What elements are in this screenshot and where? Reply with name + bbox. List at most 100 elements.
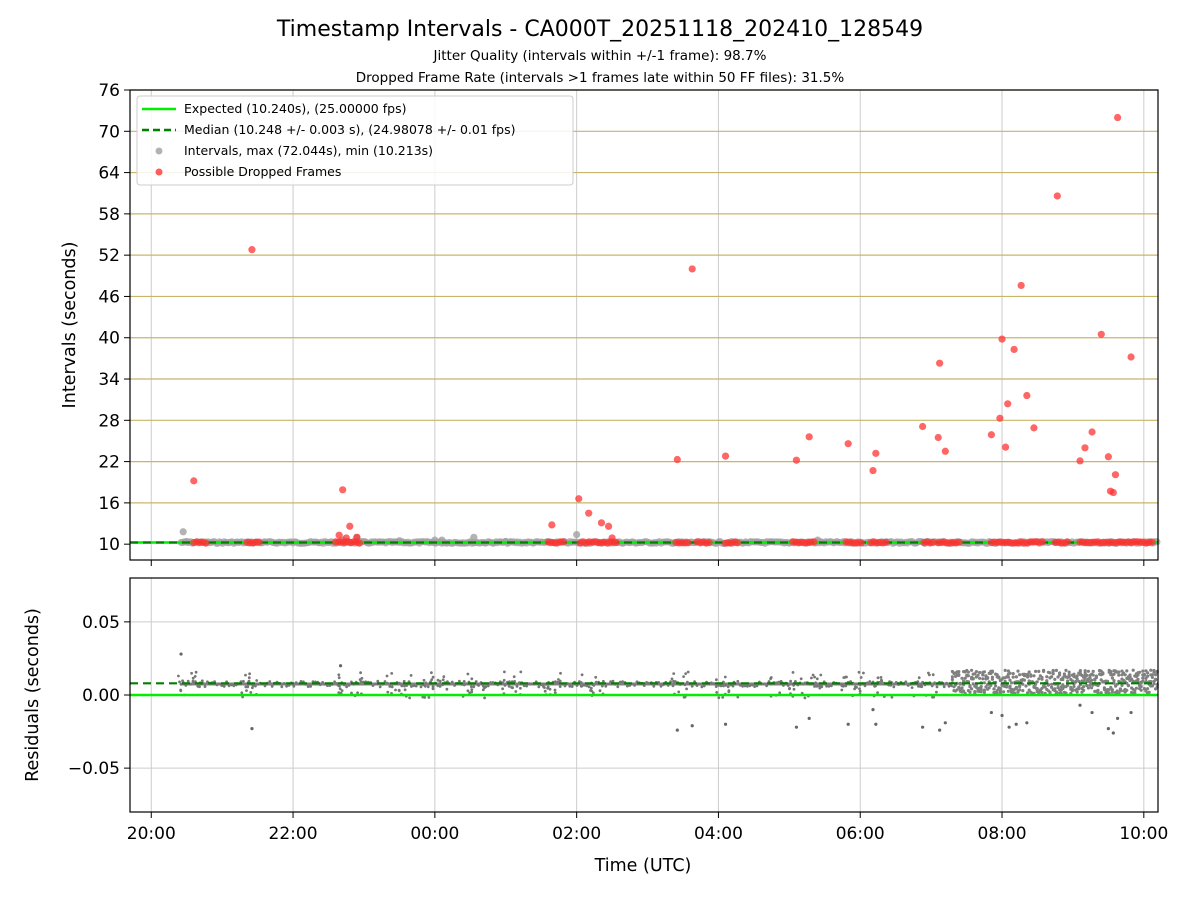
residual-point xyxy=(721,696,725,699)
residual-point xyxy=(287,684,291,687)
residual-point xyxy=(403,688,407,692)
residual-point xyxy=(292,684,296,688)
residual-point xyxy=(503,684,507,687)
intervals-y-tick-label-6: 46 xyxy=(98,287,120,307)
residual-outlier-12 xyxy=(938,728,942,732)
dropped-frame-point-36 xyxy=(1081,444,1089,452)
residual-point xyxy=(1091,673,1095,677)
residual-point xyxy=(717,696,721,700)
residual-point xyxy=(978,670,982,675)
residual-point xyxy=(919,682,923,686)
residual-point xyxy=(594,675,598,679)
residual-point xyxy=(859,676,863,679)
residual-point xyxy=(811,673,815,677)
residual-point xyxy=(736,695,740,699)
residual-point xyxy=(889,683,893,687)
residual-point xyxy=(906,684,910,687)
residual-point xyxy=(179,688,183,692)
residual-point xyxy=(842,676,846,679)
residual-outlier-0 xyxy=(179,652,183,656)
residual-point xyxy=(950,675,955,679)
residual-point xyxy=(179,682,183,686)
residual-point xyxy=(385,674,389,678)
residual-point xyxy=(431,685,435,689)
residual-point xyxy=(543,686,546,689)
residual-point xyxy=(1053,687,1057,691)
residual-point xyxy=(507,685,511,688)
residual-point xyxy=(719,684,723,687)
residual-outlier-5 xyxy=(723,722,728,726)
residual-point xyxy=(1144,676,1148,681)
residual-point xyxy=(746,684,749,688)
residuals-y-tick-label-2: −0.05 xyxy=(68,759,120,779)
residual-point xyxy=(1139,688,1143,692)
residual-point xyxy=(409,674,413,677)
residual-point xyxy=(968,684,972,688)
residual-point xyxy=(633,684,636,687)
residual-point xyxy=(470,677,474,681)
residual-point xyxy=(963,676,967,680)
residual-point xyxy=(254,684,257,688)
residual-point xyxy=(997,675,1001,679)
residual-point xyxy=(813,685,816,688)
residual-point xyxy=(438,679,442,683)
residual-point xyxy=(1099,691,1103,695)
residual-point xyxy=(736,679,740,683)
residual-point xyxy=(200,679,204,683)
residual-point xyxy=(1006,675,1011,679)
dropped-frame-point xyxy=(1038,538,1046,546)
dropped-frame-point-19 xyxy=(869,466,877,475)
residual-point xyxy=(794,680,797,683)
residual-point xyxy=(1011,675,1015,679)
intervals-axes-frame xyxy=(129,89,1159,561)
residual-point xyxy=(430,678,434,681)
residual-point xyxy=(950,684,953,688)
chart-subtitle-jitter: Jitter Quality (intervals within +/-1 fr… xyxy=(433,48,767,64)
legend-median-label: Median (10.248 +/- 0.003 s), (24.98078 +… xyxy=(184,122,515,137)
residuals-x-tick-label-4: 04:00 xyxy=(694,824,743,844)
residual-outlier-14 xyxy=(989,710,993,715)
intervals-y-tick-label-1: 16 xyxy=(98,494,120,514)
residual-point xyxy=(659,684,663,688)
dropped-frame-point-16 xyxy=(792,456,801,464)
residual-point xyxy=(193,675,197,678)
residual-point xyxy=(1141,679,1145,683)
residual-point xyxy=(982,690,987,695)
residual-point xyxy=(423,696,427,699)
residual-outlier-23 xyxy=(1115,716,1120,721)
residual-point xyxy=(426,685,430,689)
residual-point xyxy=(465,682,468,685)
residual-point xyxy=(1070,679,1074,683)
residual-point xyxy=(748,684,752,688)
residual-point xyxy=(186,679,190,683)
residual-point xyxy=(738,683,742,687)
residual-point xyxy=(894,681,898,684)
residual-point xyxy=(309,685,312,688)
residual-point xyxy=(947,684,951,688)
residual-point xyxy=(957,673,961,678)
residual-point xyxy=(248,672,252,676)
residual-point xyxy=(438,685,442,688)
dropped-frame-point-4 xyxy=(346,522,354,530)
residual-point xyxy=(935,685,939,689)
dropped-frame-point xyxy=(705,539,713,547)
residual-point xyxy=(1125,669,1129,673)
residual-point xyxy=(670,677,674,681)
residual-point xyxy=(1074,680,1078,684)
residual-point xyxy=(863,684,867,688)
residual-point xyxy=(666,684,670,687)
dropped-frame-point-27 xyxy=(998,335,1006,343)
residual-outlier-6 xyxy=(794,725,799,729)
residual-point xyxy=(568,684,572,688)
residual-point xyxy=(1077,687,1081,691)
residual-point xyxy=(1086,686,1090,690)
residual-point xyxy=(591,691,595,695)
dropped-frame-point-9 xyxy=(585,509,593,517)
residuals-y-tick-label-0: 0.05 xyxy=(82,613,120,633)
dropped-frame-point-34 xyxy=(1053,192,1061,200)
residual-point xyxy=(1126,684,1130,688)
residual-point xyxy=(1138,670,1142,674)
residual-point xyxy=(788,687,791,690)
intervals-y-tick-label-0: 10 xyxy=(98,535,120,555)
residual-point xyxy=(626,684,629,688)
